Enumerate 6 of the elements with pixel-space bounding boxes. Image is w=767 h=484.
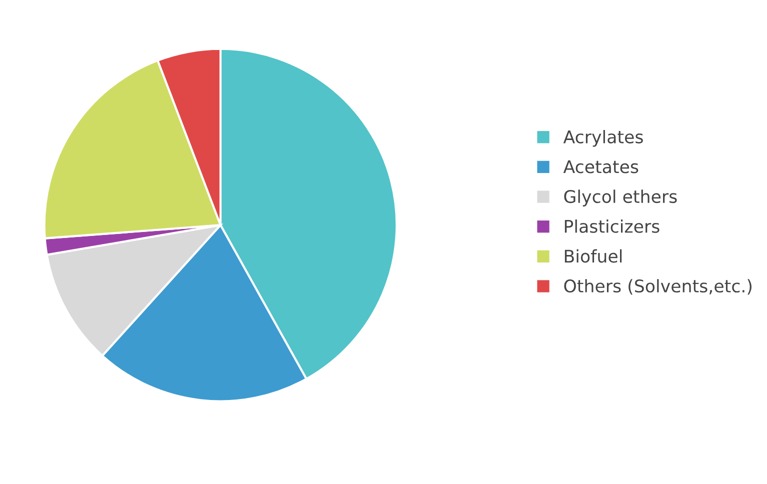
legend-label: Plasticizers	[564, 219, 660, 233]
legend-label: Biofuel	[564, 249, 622, 263]
legend-label: Glycol ethers	[564, 190, 677, 206]
legend-label: Acetates	[563, 160, 638, 174]
legend-label: Acrylates	[563, 130, 643, 147]
legend-label: Others (Solvents,etc.)	[564, 279, 752, 295]
